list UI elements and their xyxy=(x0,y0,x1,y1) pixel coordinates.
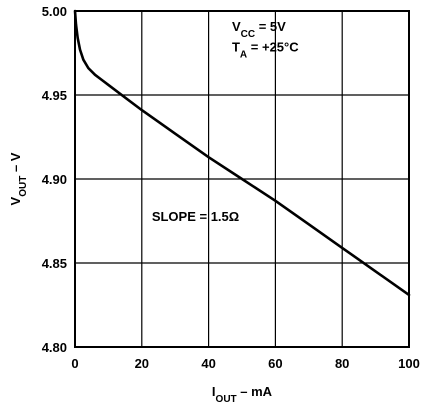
annotation-vcc: VCC = 5V xyxy=(232,19,286,40)
y-tick-label: 4.80 xyxy=(42,340,67,355)
y-axis-title: VOUT – V xyxy=(8,152,29,205)
y-axis-title-main: V xyxy=(8,196,23,205)
y-tick-label: 5.00 xyxy=(42,4,67,19)
x-tick-label: 100 xyxy=(398,356,420,371)
x-tick-label: 20 xyxy=(135,356,149,371)
annotation-ta-rest: = +25°C xyxy=(247,39,299,54)
x-tick-label: 80 xyxy=(335,356,349,371)
annotation-slope: SLOPE = 1.5Ω xyxy=(152,209,239,224)
y-axis-title-rest: – V xyxy=(8,152,23,175)
tick-label-layer: 0 20 40 60 80 100 4.80 4.85 4.90 4.95 5.00 xyxy=(42,4,420,371)
x-axis-title: IOUT – mA xyxy=(212,384,273,405)
annotation-ta-subscript: A xyxy=(240,49,247,60)
x-tick-label: 60 xyxy=(268,356,282,371)
x-axis-title-main: I xyxy=(212,384,216,399)
annotation-vcc-subscript: CC xyxy=(241,29,255,40)
annotation-ta: TA = +25°C xyxy=(232,39,299,60)
y-tick-label: 4.90 xyxy=(42,172,67,187)
x-axis-title-rest: – mA xyxy=(237,384,273,399)
annotation-ta-main: T xyxy=(232,39,240,54)
axes-layer xyxy=(74,10,410,348)
y-axis-title-subscript: OUT xyxy=(18,176,29,197)
x-axis-title-subscript: OUT xyxy=(216,394,237,405)
y-tick-label: 4.95 xyxy=(42,88,67,103)
series-layer xyxy=(73,9,411,297)
x-tick-label: 40 xyxy=(201,356,215,371)
annotation-vcc-main: V xyxy=(232,19,241,34)
annotation-slope-main: SLOPE = 1.5Ω xyxy=(152,209,239,224)
series-line xyxy=(73,9,411,297)
annotation-vcc-rest: = 5V xyxy=(255,19,286,34)
plot-frame xyxy=(74,10,410,348)
x-tick-label: 0 xyxy=(71,356,78,371)
y-tick-label: 4.85 xyxy=(42,256,67,271)
